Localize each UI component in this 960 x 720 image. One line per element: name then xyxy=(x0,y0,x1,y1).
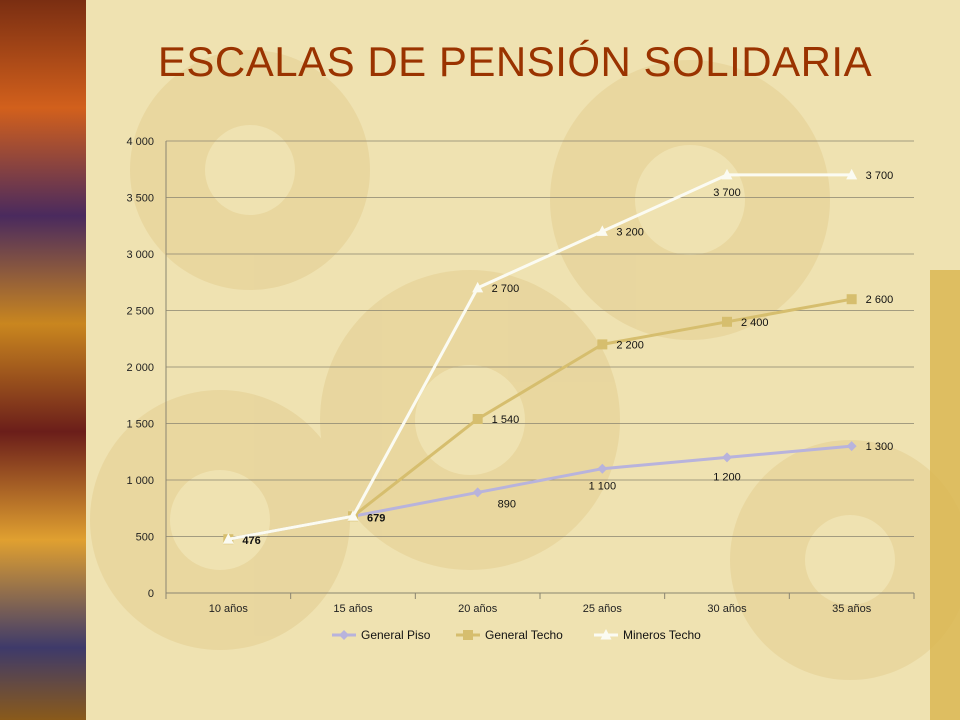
x-tick-label: 30 años xyxy=(707,603,747,615)
y-tick-label: 1 500 xyxy=(126,419,154,431)
data-label: 476 xyxy=(242,535,260,547)
data-point xyxy=(721,168,733,180)
y-tick-label: 4 000 xyxy=(126,136,154,148)
data-label: 2 400 xyxy=(741,317,769,329)
legend-entry: General Piso xyxy=(361,628,431,642)
data-point xyxy=(472,413,483,424)
y-tick-label: 3 000 xyxy=(126,249,154,261)
data-point xyxy=(596,225,608,236)
data-point xyxy=(722,452,732,463)
y-tick-label: 500 xyxy=(136,532,154,544)
data-label: 679 xyxy=(367,512,385,524)
data-point xyxy=(846,168,858,180)
data-label: 890 xyxy=(498,498,516,510)
x-tick-label: 15 años xyxy=(333,603,373,615)
data-label: 1 540 xyxy=(492,414,520,426)
data-point xyxy=(472,487,483,498)
data-point xyxy=(597,463,608,474)
data-label: 1 300 xyxy=(866,441,894,453)
y-tick-label: 3 500 xyxy=(126,193,154,205)
data-point xyxy=(347,510,359,521)
data-label: 1 200 xyxy=(713,471,741,483)
data-point xyxy=(846,441,857,452)
data-point xyxy=(846,294,857,305)
x-tick-label: 35 años xyxy=(832,603,872,615)
data-point xyxy=(222,533,234,544)
y-tick-label: 2 500 xyxy=(126,306,154,318)
y-tick-label: 1 000 xyxy=(126,475,154,487)
series-line-2 xyxy=(228,173,852,541)
data-label: 3 700 xyxy=(866,170,894,182)
legend-marker xyxy=(463,630,473,640)
series-line-1 xyxy=(228,297,852,541)
data-point xyxy=(597,339,608,350)
data-point xyxy=(722,316,732,327)
data-label: 2 200 xyxy=(616,339,644,351)
slide-title: ESCALAS DE PENSIÓN SOLIDARIA xyxy=(157,38,873,85)
left-decorative-stripe xyxy=(0,0,86,720)
data-label: 3 200 xyxy=(616,226,644,238)
x-tick-label: 25 años xyxy=(583,603,623,615)
series-line-0 xyxy=(228,444,852,541)
y-tick-label: 0 xyxy=(148,588,154,600)
data-label: 2 700 xyxy=(492,283,520,295)
data-point xyxy=(472,281,484,293)
x-tick-label: 10 años xyxy=(209,603,249,615)
y-tick-label: 2 000 xyxy=(126,362,154,374)
data-label: 1 100 xyxy=(589,481,617,493)
legend-marker xyxy=(600,629,612,640)
legend-entry: Mineros Techo xyxy=(623,628,701,642)
x-tick-label: 20 años xyxy=(458,603,498,615)
legend-marker xyxy=(339,630,349,640)
data-label: 2 600 xyxy=(866,294,894,306)
legend-entry: General Techo xyxy=(485,628,563,642)
data-label: 3 700 xyxy=(713,187,741,199)
